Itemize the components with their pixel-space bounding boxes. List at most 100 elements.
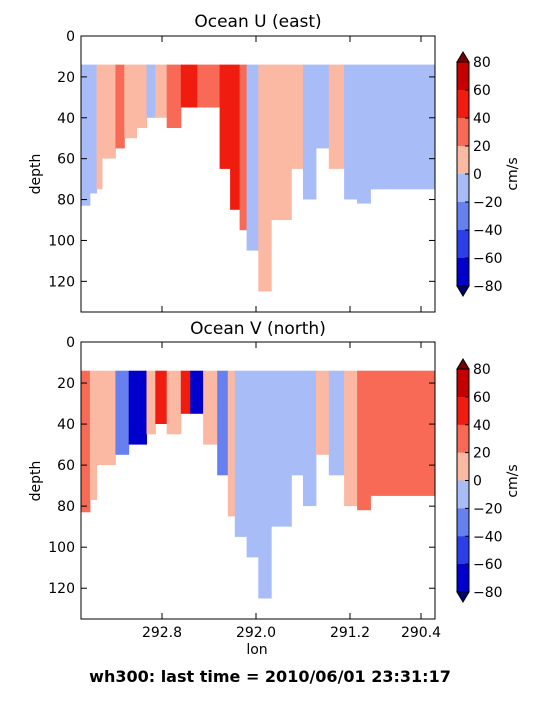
heatmap-cell (230, 64, 240, 210)
colorbar-tick-label: 60 (473, 390, 491, 406)
heatmap-cell (357, 370, 371, 511)
colorbar-tick-label: 60 (473, 83, 491, 99)
heatmap-cell (315, 64, 330, 149)
heatmap-cell (136, 64, 147, 128)
heatmap-cell (203, 370, 218, 445)
heatmap-cell (344, 370, 358, 507)
heatmap-cell (271, 64, 292, 220)
colorbar-swatch (457, 508, 469, 537)
heatmap-cell (190, 370, 204, 414)
heatmap-cell (180, 64, 198, 108)
colorbar-swatch (457, 480, 469, 509)
colorbar-tick-label: 0 (473, 167, 482, 183)
heatmap-cell (328, 370, 345, 476)
heatmap-cell (81, 370, 91, 513)
y-tick-label: 120 (48, 581, 75, 597)
colorbar-tick-label: −80 (473, 585, 503, 601)
heatmap-cell (96, 64, 103, 190)
heatmap-cell (115, 370, 130, 455)
x-tick-label: 292.0 (236, 625, 276, 641)
heatmap-cell (197, 64, 221, 108)
x-tick-label: 292.8 (142, 625, 182, 641)
colorbar-tick-label: −20 (473, 195, 503, 211)
colorbar-tick-label: −80 (473, 279, 503, 295)
ocean-u-title: Ocean U (east) (194, 12, 321, 32)
ocean-u-panel: Ocean U (east) 0 20 40 60 80 100 120 depth 80 6… (28, 12, 521, 313)
heatmap-cell (291, 370, 304, 476)
heatmap-cell (89, 370, 98, 500)
x-tick-label: 291.2 (330, 625, 370, 641)
ocean-u-colorbar: 80 60 40 20 0 −20 −40 −60 −80 (456, 51, 503, 297)
heatmap-cell (96, 370, 116, 466)
ocean-v-y-axis: 0 20 40 60 80 100 120 (48, 335, 435, 597)
colorbar-tick-label: 40 (473, 111, 491, 127)
ocean-v-plot-frame (80, 341, 436, 620)
heatmap-cell (124, 64, 137, 139)
y-tick-label: 60 (57, 152, 75, 168)
colorbar-swatch (457, 452, 469, 481)
ocean-v-x-axis-label: lon (246, 642, 267, 658)
colorbar-swatch (457, 90, 469, 119)
colorbar-tick-label: −40 (473, 529, 503, 545)
y-tick-label: 60 (57, 458, 75, 474)
colorbar-tick-label: −60 (473, 251, 503, 267)
heatmap-cell (217, 370, 229, 476)
y-tick-label: 0 (66, 29, 75, 45)
heatmap-cell (344, 64, 358, 200)
y-tick-label: 0 (66, 335, 75, 351)
ocean-v-colorbar: 80 60 40 20 0 −20 −40 −60 −80 (456, 358, 503, 603)
colorbar-swatch (457, 230, 469, 259)
colorbar-tick-label: 80 (473, 55, 491, 71)
colorbar-extend-max (456, 51, 470, 63)
y-tick-label: 20 (57, 376, 75, 392)
colorbar-tick-label: 20 (473, 446, 491, 462)
y-tick-label: 40 (57, 417, 75, 433)
heatmap-cell (155, 370, 168, 424)
heatmap-cell (271, 370, 292, 527)
heatmap-cell (180, 370, 191, 414)
heatmap-cell (303, 64, 317, 200)
colorbar-swatch (457, 146, 469, 175)
ocean-v-x-axis: 292.8 292.0 291.2 290.4 (142, 342, 441, 641)
heatmap-cell (258, 370, 272, 599)
colorbar-swatch (457, 202, 469, 231)
heatmap-cell (239, 64, 248, 231)
heatmap-cell (115, 64, 125, 149)
x-tick-label: 290.4 (401, 625, 441, 641)
ocean-u-plot-frame (80, 35, 436, 313)
colorbar-tick-label: 40 (473, 418, 491, 434)
ocean-u-heatmap (81, 64, 436, 292)
heatmap-cell (219, 64, 231, 169)
heatmap-cell (258, 64, 272, 292)
ocean-v-colorbar-label: cm/s (505, 464, 521, 497)
heatmap-cell (128, 370, 147, 445)
heatmap-cell (328, 64, 345, 169)
heatmap-cell (146, 64, 156, 118)
colorbar-swatch (457, 62, 469, 91)
heatmap-cell (357, 64, 371, 204)
colorbar-swatch (457, 536, 469, 565)
colorbar-swatch (457, 118, 469, 147)
ocean-u-y-axis-label: depth (28, 154, 44, 195)
colorbar-swatch (457, 258, 469, 287)
heatmap-cell (166, 370, 182, 435)
colorbar-swatch (457, 424, 469, 454)
y-tick-label: 120 (48, 274, 75, 290)
y-tick-label: 40 (57, 111, 75, 127)
y-tick-label: 20 (57, 70, 75, 86)
colorbar-extend-min (456, 591, 470, 603)
ocean-v-y-axis-label: depth (28, 461, 44, 502)
heatmap-cell (81, 64, 91, 206)
heatmap-cell (234, 370, 248, 537)
ocean-v-heatmap (81, 370, 436, 599)
y-tick-label: 80 (57, 193, 75, 209)
heatmap-cell (155, 64, 168, 118)
y-tick-label: 80 (57, 499, 75, 515)
heatmap-cell (246, 370, 259, 558)
heatmap-cell (89, 64, 98, 194)
heatmap-cell (166, 64, 182, 128)
colorbar-swatch (457, 369, 469, 398)
heatmap-cell (370, 64, 436, 190)
